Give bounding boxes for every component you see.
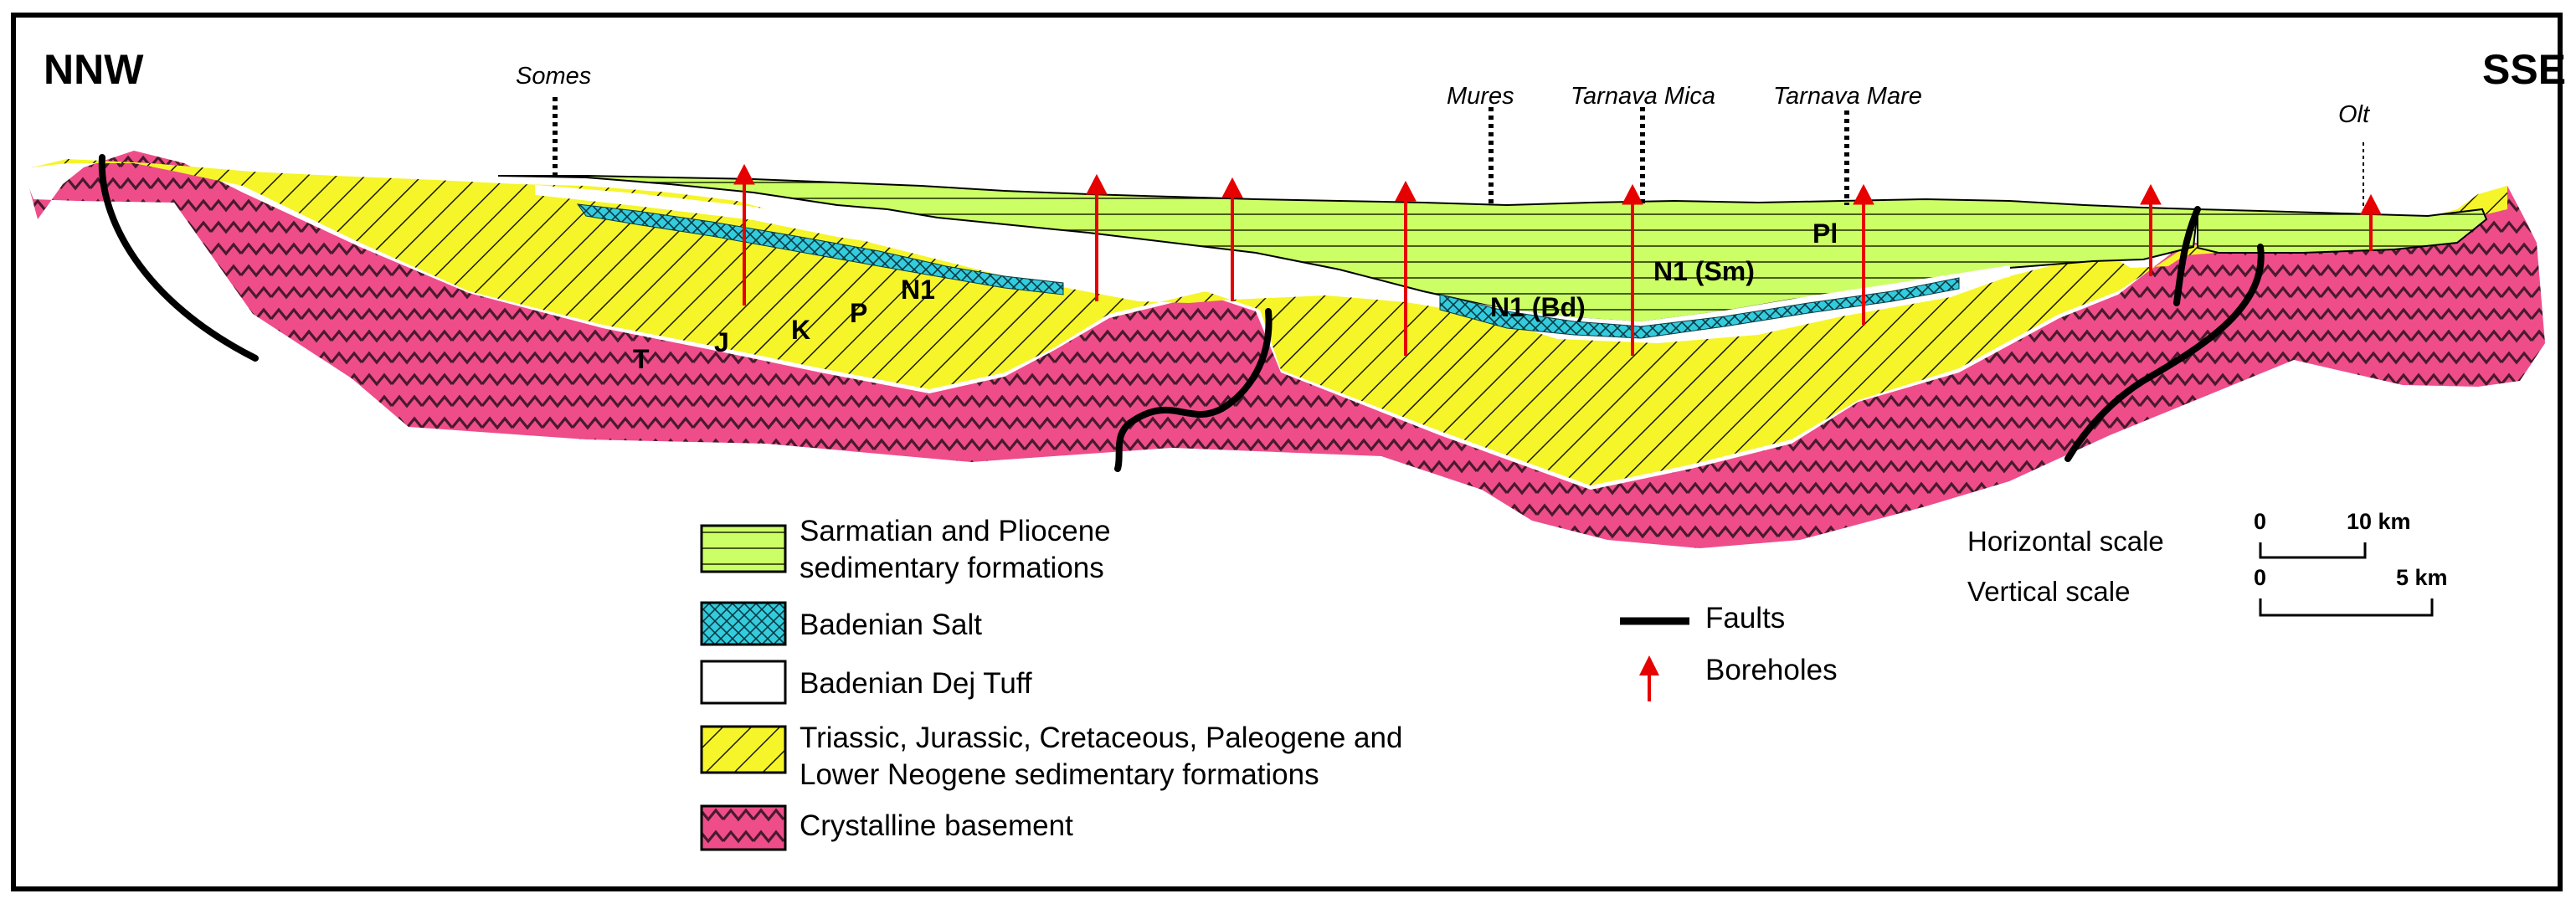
legend-swatch-dej-tuff: [700, 660, 787, 705]
badenian-salt-layer-2: [1439, 277, 1960, 339]
legend-label-boreholes: Boreholes: [1705, 654, 1838, 686]
strata-label-cretaceous: K: [791, 315, 810, 345]
strata-label-jurassic: J: [714, 327, 729, 357]
vertical-scale-start: 0: [2254, 565, 2266, 590]
river-label-somes: Somes: [516, 63, 591, 90]
vertical-scale-label: Vertical scale: [1967, 576, 2130, 607]
borehole-arrow-icon: [1853, 183, 1874, 205]
badenian-salt-layer: [576, 203, 1064, 295]
legend-label-sarmatian-line1: Sarmatian and Pliocene: [800, 515, 1111, 547]
direction-left-label: NNW: [44, 46, 144, 93]
river-label-tarnava-mica: Tarnava Mica: [1571, 83, 1715, 110]
sarmatian-pliocene-layer: [497, 175, 2199, 324]
horizontal-scale-end: 10 km: [2347, 509, 2411, 534]
river-label-tarnava-mare: Tarnava Mare: [1773, 83, 1922, 110]
legend-swatch-salt: [700, 601, 787, 646]
strata-label-n1-sm: N1 (Sm): [1653, 256, 1755, 286]
river-label-mures: Mures: [1447, 83, 1514, 110]
horizontal-scale-label: Horizontal scale: [1967, 526, 2164, 557]
horizontal-scale-bar: [2259, 542, 2367, 559]
vertical-scale-bar: [2259, 598, 2434, 617]
borehole-arrow-icon: [1086, 173, 1108, 195]
borehole-arrow-icon: [1622, 183, 1643, 205]
fault-line-4: [2064, 244, 2265, 462]
strata-label-triassic: T: [633, 344, 650, 374]
fault-line-2: [1114, 308, 1273, 472]
strata-label-paleogene: P: [850, 298, 867, 328]
borehole-arrow-icon: [1395, 180, 1417, 202]
sarmatian-pliocene-layer-sse: [2197, 208, 2488, 254]
vertical-scale-end: 5 km: [2396, 565, 2448, 590]
legend-swatch-mesozoic: [700, 725, 787, 774]
legend-label-mesozoic-line2: Lower Neogene sedimentary formations: [800, 758, 1319, 791]
borehole-arrow-icon: [1639, 655, 1659, 675]
borehole-arrow-icon: [2140, 183, 2162, 205]
legend-swatch-sarmatian: [700, 524, 787, 573]
fault-line-3: [2173, 206, 2201, 306]
badenian-dej-tuff-layer: [535, 184, 2010, 335]
strata-label-n1: N1: [901, 275, 935, 305]
borehole-arrow-icon: [733, 163, 755, 185]
fault-line-1: [98, 154, 259, 362]
legend: Sarmatian and Pliocene sedimentary forma…: [700, 515, 1838, 851]
scale-bars: Horizontal scale Vertical scale 0 10 km …: [1967, 509, 2448, 617]
legend-label-mesozoic-line1: Triassic, Jurassic, Cretaceous, Paleogen…: [800, 722, 1402, 754]
legend-label-faults: Faults: [1705, 602, 1785, 634]
crystalline-basement-layer: [29, 151, 2545, 548]
borehole-arrow-icon: [1221, 177, 1243, 198]
legend-label-salt: Badenian Salt: [800, 609, 982, 641]
river-label-olt: Olt: [2338, 101, 2371, 128]
legend-label-basement: Crystalline basement: [800, 809, 1073, 842]
strata-label-n1-bd: N1 (Bd): [1490, 292, 1586, 322]
horizontal-scale-start: 0: [2254, 509, 2266, 534]
legend-swatch-basement: [700, 804, 787, 851]
borehole-group: [733, 163, 2382, 356]
borehole-arrow-icon: [2360, 193, 2382, 215]
legend-label-sarmatian-line2: sedimentary formations: [800, 552, 1104, 584]
strata-label-pliocene: Pl: [1812, 218, 1838, 249]
legend-label-dej-tuff: Badenian Dej Tuff: [800, 667, 1032, 700]
direction-right-label: SSE: [2482, 46, 2566, 93]
